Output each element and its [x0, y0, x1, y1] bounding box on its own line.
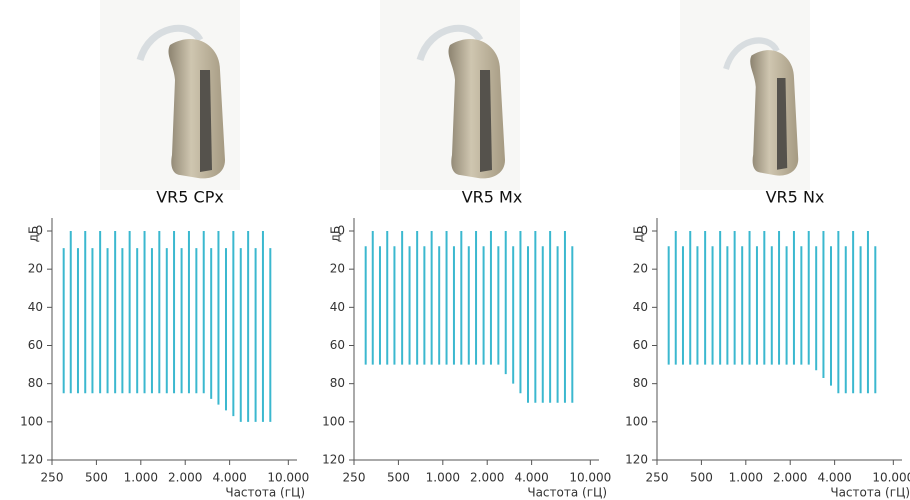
y-axis-label: дБ [27, 226, 41, 243]
y-tick-label: 100 [625, 414, 648, 428]
y-tick-label: 40 [28, 300, 43, 314]
x-tick-label: 4.000 [514, 471, 548, 485]
x-tick-label: 500 [85, 471, 108, 485]
x-tick-label: 4.000 [212, 471, 246, 485]
y-tick-label: 20 [330, 262, 345, 276]
y-tick-label: 20 [28, 262, 43, 276]
x-tick-label: 1.000 [426, 471, 460, 485]
y-tick-label: 60 [330, 338, 345, 352]
x-tick-label: 10.000 [872, 471, 910, 485]
x-tick-label: 250 [41, 471, 64, 485]
x-tick-label: 10.000 [267, 471, 309, 485]
chart-title: VR5 Nx [766, 188, 825, 207]
chart-title: VR5 CPx [156, 188, 224, 207]
x-tick-label: 10.000 [569, 471, 611, 485]
y-tick-label: 60 [28, 338, 43, 352]
y-tick-label: 100 [322, 414, 345, 428]
y-tick-label: 20 [633, 262, 648, 276]
y-tick-label: 80 [330, 376, 345, 390]
x-tick-label: 1.000 [124, 471, 158, 485]
y-tick-label: 120 [322, 453, 345, 467]
x-tick-label: 500 [387, 471, 410, 485]
x-axis-label: Частота (гЦ) [527, 486, 607, 500]
y-tick-label: 60 [633, 338, 648, 352]
y-tick-label: 80 [28, 376, 43, 390]
x-axis-label: Частота (гЦ) [225, 486, 305, 500]
x-tick-label: 250 [646, 471, 669, 485]
chart-title: VR5 Mx [462, 188, 523, 207]
x-tick-label: 4.000 [817, 471, 851, 485]
x-axis-label: Частота (гЦ) [830, 486, 910, 500]
x-tick-label: 250 [343, 471, 366, 485]
y-tick-label: 40 [633, 300, 648, 314]
x-tick-label: 2.000 [168, 471, 202, 485]
x-tick-label: 500 [690, 471, 713, 485]
y-tick-label: 100 [20, 414, 43, 428]
y-tick-label: 80 [633, 376, 648, 390]
y-tick-label: 120 [20, 453, 43, 467]
x-tick-label: 1.000 [729, 471, 763, 485]
x-tick-label: 2.000 [773, 471, 807, 485]
y-axis-label: дБ [632, 226, 646, 243]
y-tick-label: 0 [640, 224, 648, 238]
y-tick-label: 40 [330, 300, 345, 314]
y-tick-label: 0 [337, 224, 345, 238]
y-axis-label: дБ [329, 226, 343, 243]
y-tick-label: 120 [625, 453, 648, 467]
x-tick-label: 2.000 [470, 471, 504, 485]
y-tick-label: 0 [35, 224, 43, 238]
